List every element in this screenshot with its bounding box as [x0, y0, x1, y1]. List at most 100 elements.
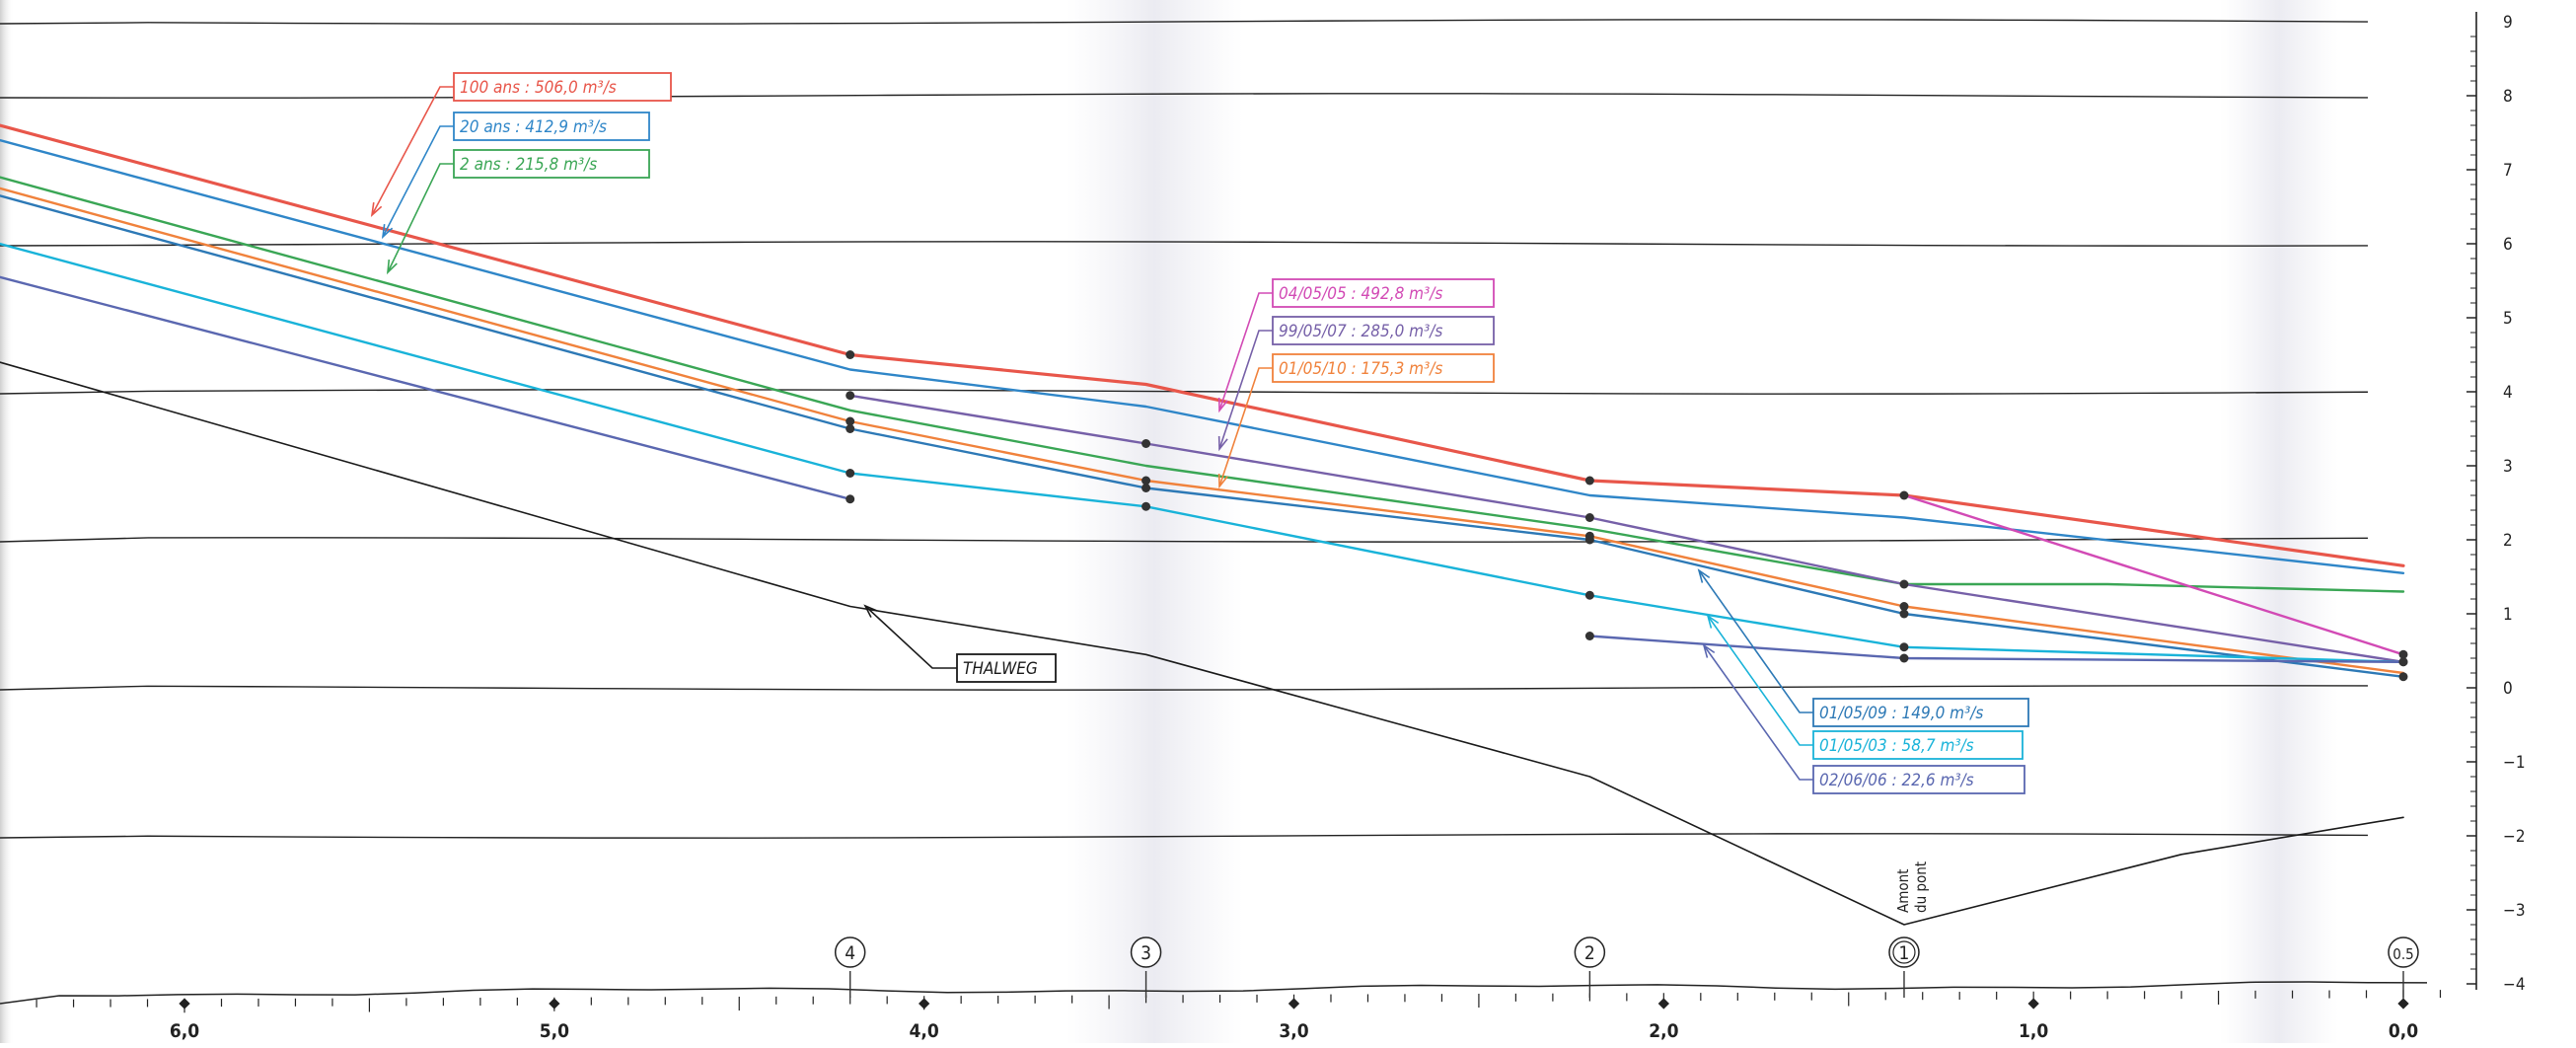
legend-label: 01/05/09 : 149,0 m³/s [1819, 704, 1983, 723]
x-tick-diamond [549, 998, 560, 1010]
paper-fold-shadow [1066, 0, 1243, 1043]
x-tick-label: 6,0 [170, 1020, 199, 1042]
x-tick-label: 5,0 [540, 1020, 569, 1042]
x-tick-diamond [2027, 998, 2039, 1010]
series-3-line [1902, 493, 2405, 656]
gridline-y-6 [0, 241, 2369, 247]
y-tick-label: −3 [2503, 901, 2526, 921]
section-circle [1574, 936, 1606, 968]
legend-leader-line [1218, 330, 1273, 450]
legend-label: 100 ans : 506,0 m³/s [460, 78, 617, 98]
series-2-line [0, 176, 2405, 593]
y-tick-label: −4 [2503, 975, 2526, 995]
y-tick-label: 8 [2503, 87, 2513, 107]
scan-shading [0, 0, 2338, 1043]
gridline-y-8 [0, 93, 2369, 99]
series-9-line [0, 361, 2404, 926]
legend-labels: 100 ans : 506,0 m³/s 20 ans : 412,9 m³/s 2… [370, 72, 2029, 794]
legend-box [1812, 698, 2029, 727]
legend-leader-line [1218, 292, 1273, 412]
series-6-marker [2398, 672, 2408, 682]
x-tick-diamond [179, 998, 190, 1010]
bridge-note-line-1: Amont [1894, 869, 1912, 913]
legend-leader-line [864, 605, 957, 669]
series-8-line [0, 275, 851, 500]
x-tick-label: 4,0 [910, 1020, 939, 1042]
x-axis-ground-line [0, 981, 2428, 1005]
series-4-marker [1141, 439, 1151, 448]
y-tick-label: 9 [2503, 13, 2513, 33]
legend-leader-line [1703, 644, 1813, 781]
legend-leader-line [371, 86, 454, 216]
section-label: 2 [1584, 942, 1595, 964]
series-7-marker [2398, 657, 2408, 667]
legend-box [1272, 353, 1495, 383]
legend-arrowhead [1706, 614, 1720, 629]
y-tick-label: 2 [2503, 531, 2513, 551]
section-label: 1 [1899, 942, 1910, 964]
series-7-marker [846, 469, 855, 478]
series-7-marker [1899, 642, 1909, 652]
bridge-note-line-2: du pont [1912, 861, 1930, 913]
legend-leader-line [1698, 569, 1813, 713]
legend-arrowhead [1697, 568, 1711, 583]
gridline-y-9 [0, 19, 2369, 25]
series-7-marker [1141, 501, 1151, 511]
legend-label: 20 ans : 412,9 m³/s [460, 117, 607, 137]
y-tick-label: 1 [2503, 605, 2513, 625]
legend-label: 02/06/06 : 22,6 m³/s [1819, 771, 1974, 790]
legend-label: 01/05/03 : 58,7 m³/s [1819, 736, 1974, 756]
y-tick-label: 0 [2503, 679, 2513, 699]
series-7-line [0, 242, 2405, 663]
y-tick-label: 5 [2503, 309, 2513, 329]
legend-label: 99/05/07 : 285,0 m³/s [1279, 322, 1442, 341]
series-5-marker [1141, 476, 1151, 486]
y-tick-label: 6 [2503, 235, 2513, 255]
legend-box [1272, 278, 1495, 308]
series-6-line [0, 194, 2405, 678]
legend-box [1812, 765, 2025, 794]
legend-box [453, 72, 672, 102]
section-label: 0.5 [2392, 945, 2413, 963]
y-tick-label: −1 [2503, 753, 2526, 773]
bridge-note: Amont du pont [1894, 861, 1930, 913]
legend-arrowhead [1217, 473, 1228, 489]
series-4-marker [1584, 513, 1594, 522]
x-tick-label: 1,0 [2019, 1020, 2048, 1042]
legend-leader-line [1218, 367, 1273, 487]
gridline-y--2 [0, 833, 2369, 839]
legend-leader-line [382, 125, 454, 238]
x-axis: 6,0 5,0 4,0 3,0 2,0 1,0 0,0 [0, 981, 2442, 1042]
legend-arrowhead [386, 259, 398, 275]
series-8-marker [1899, 653, 1909, 663]
series-0-marker [846, 350, 855, 359]
section-label: 3 [1141, 942, 1151, 964]
x-tick-diamond [1288, 998, 1300, 1010]
x-tick-diamond [919, 998, 930, 1010]
y-tick-label: 3 [2503, 457, 2513, 477]
series-6-marker [1141, 484, 1151, 492]
y-tick-label: −2 [2503, 827, 2526, 847]
y-axis: 9 8 7 6 5 4 3 2 1 0 −1 −2 −3 −4 [2466, 12, 2526, 995]
x-tick-label: 3,0 [1279, 1020, 1308, 1042]
legend-box [956, 653, 1057, 683]
series-markers [846, 350, 2408, 682]
paper-fold-shadow [2220, 0, 2338, 1043]
legend-label: 04/05/05 : 492,8 m³/s [1279, 284, 1442, 304]
gridline-y-0 [0, 685, 2369, 691]
section-circle [834, 936, 866, 968]
section-circle [1130, 936, 1162, 968]
section-label: 4 [845, 942, 855, 964]
legend-arrowhead [1702, 643, 1716, 658]
x-tick-label: 2,0 [1649, 1020, 1678, 1042]
legend-leader-line [387, 163, 454, 273]
series-0-marker [1584, 476, 1594, 486]
series-8-marker [1584, 632, 1594, 640]
series-3-marker [2398, 649, 2408, 659]
legend-box [1272, 316, 1495, 345]
legend-leader-line [1707, 615, 1813, 746]
legend-box [453, 112, 650, 141]
series-0-line [0, 123, 2405, 567]
y-tick-label: 4 [2503, 383, 2513, 403]
legend-box [453, 149, 650, 179]
